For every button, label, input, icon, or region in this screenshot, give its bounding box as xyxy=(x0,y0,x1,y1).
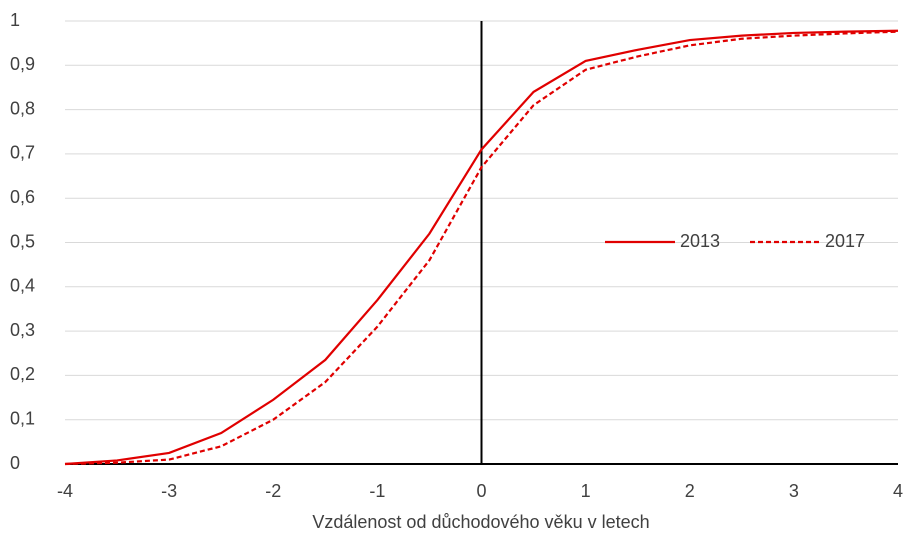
y-tick-label: 0,8 xyxy=(10,98,35,118)
x-tick-label: -4 xyxy=(57,481,73,501)
y-tick-label: 0,1 xyxy=(10,408,35,428)
y-tick-label: 0 xyxy=(10,453,20,473)
x-tick-label: 2 xyxy=(685,481,695,501)
x-tick-label: -2 xyxy=(265,481,281,501)
x-tick-label: 1 xyxy=(581,481,591,501)
x-tick-label: -3 xyxy=(161,481,177,501)
x-tick-label: 0 xyxy=(476,481,486,501)
x-tick-label: 3 xyxy=(789,481,799,501)
data-line xyxy=(64,30,899,466)
y-tick-label: 0,6 xyxy=(10,187,35,207)
y-tick-label: 0,2 xyxy=(10,364,35,384)
y-tick-label: 0,9 xyxy=(10,54,35,74)
y-tick-label: 0,5 xyxy=(10,231,35,251)
data-line xyxy=(64,29,899,466)
x-tick-label: -1 xyxy=(369,481,385,501)
y-tick-label: 0,3 xyxy=(10,320,35,340)
y-tick-label: 1 xyxy=(10,10,20,30)
x-axis-title: Vzdálenost od důchodového věku v letech xyxy=(312,512,649,532)
legend-label: 2013 xyxy=(680,231,720,251)
y-tick-label: 0,7 xyxy=(10,143,35,163)
x-tick-label: 4 xyxy=(893,481,903,501)
legend-label: 2017 xyxy=(825,231,865,251)
y-tick-label: 0,4 xyxy=(10,276,35,296)
